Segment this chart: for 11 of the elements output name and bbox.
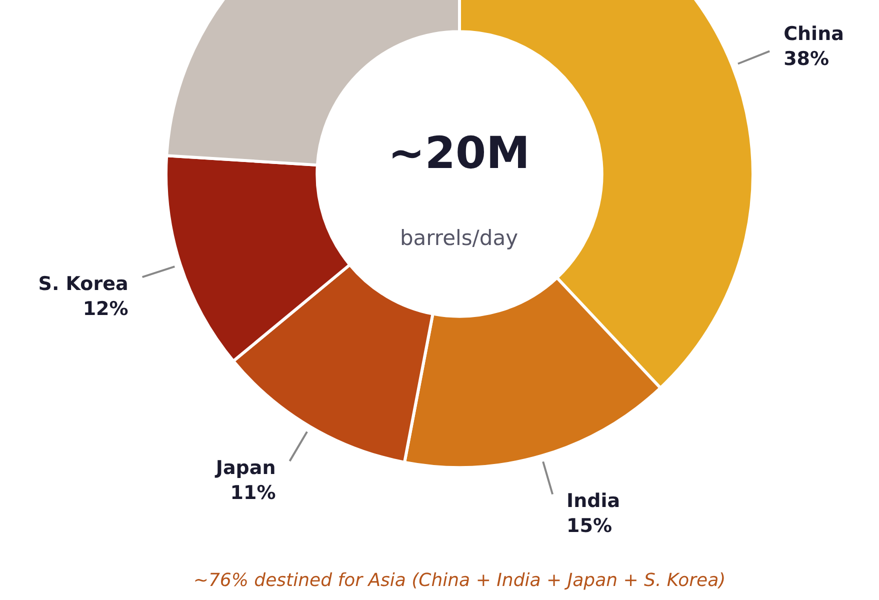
- slice-label: Japan: [214, 456, 276, 479]
- data-label: 15%: [566, 515, 612, 538]
- data-label: 11%: [230, 482, 276, 504]
- slice-label: China: [784, 23, 844, 46]
- text: ~20M: [387, 128, 531, 179]
- slice-label: India: [566, 490, 620, 512]
- text: ~76% destined for Asia (China + India + Japan + S. Korea): [192, 570, 727, 591]
- data-label: 38%: [784, 48, 830, 70]
- data-label: 12%: [82, 298, 128, 320]
- text: barrels/day: [398, 226, 520, 250]
- slice-label: S. Korea: [38, 272, 128, 295]
